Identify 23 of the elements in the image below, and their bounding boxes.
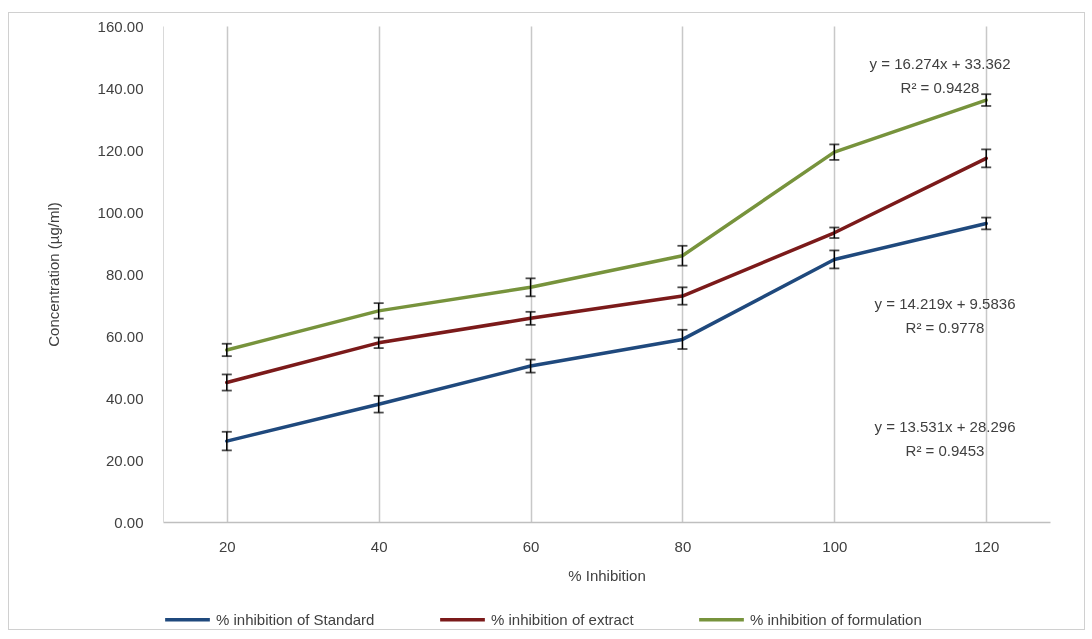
annotation: y = 16.274x + 33.362 R² = 0.9428 <box>869 55 1011 96</box>
x-tick-label: 60 <box>522 537 540 555</box>
x-tick-label: 100 <box>822 537 848 555</box>
y-tick-label: 80.00 <box>105 265 144 283</box>
y-tick-label: 20.00 <box>105 451 144 469</box>
x-axis-title: % Inhibition <box>568 566 646 584</box>
legend-label: % inhibition of extract <box>491 610 635 628</box>
legend-label: % inhibition of Standard <box>216 610 375 628</box>
annotation: y = 13.531x + 28.296 R² = 0.9453 <box>874 418 1016 459</box>
y-axis-title: Concentration (µg/ml) <box>44 202 62 347</box>
y-tick-label: 0.00 <box>114 513 144 531</box>
y-tick-label: 120.00 <box>97 141 144 159</box>
y-tick-label: 60.00 <box>105 327 144 345</box>
legend-label: % inhibition of formulation <box>750 610 922 628</box>
y-tick-label: 160.00 <box>97 17 144 35</box>
x-tick-label: 20 <box>218 537 236 555</box>
y-tick-label: 100.00 <box>97 203 144 221</box>
x-tick-label: 80 <box>674 537 692 555</box>
y-tick-label: 140.00 <box>97 79 144 97</box>
annotation: y = 14.219x + 9.5836 R² = 0.9778 <box>874 295 1016 336</box>
y-tick-label: 40.00 <box>105 389 144 407</box>
x-tick-label: 40 <box>370 537 388 555</box>
x-tick-label: 120 <box>974 537 1000 555</box>
